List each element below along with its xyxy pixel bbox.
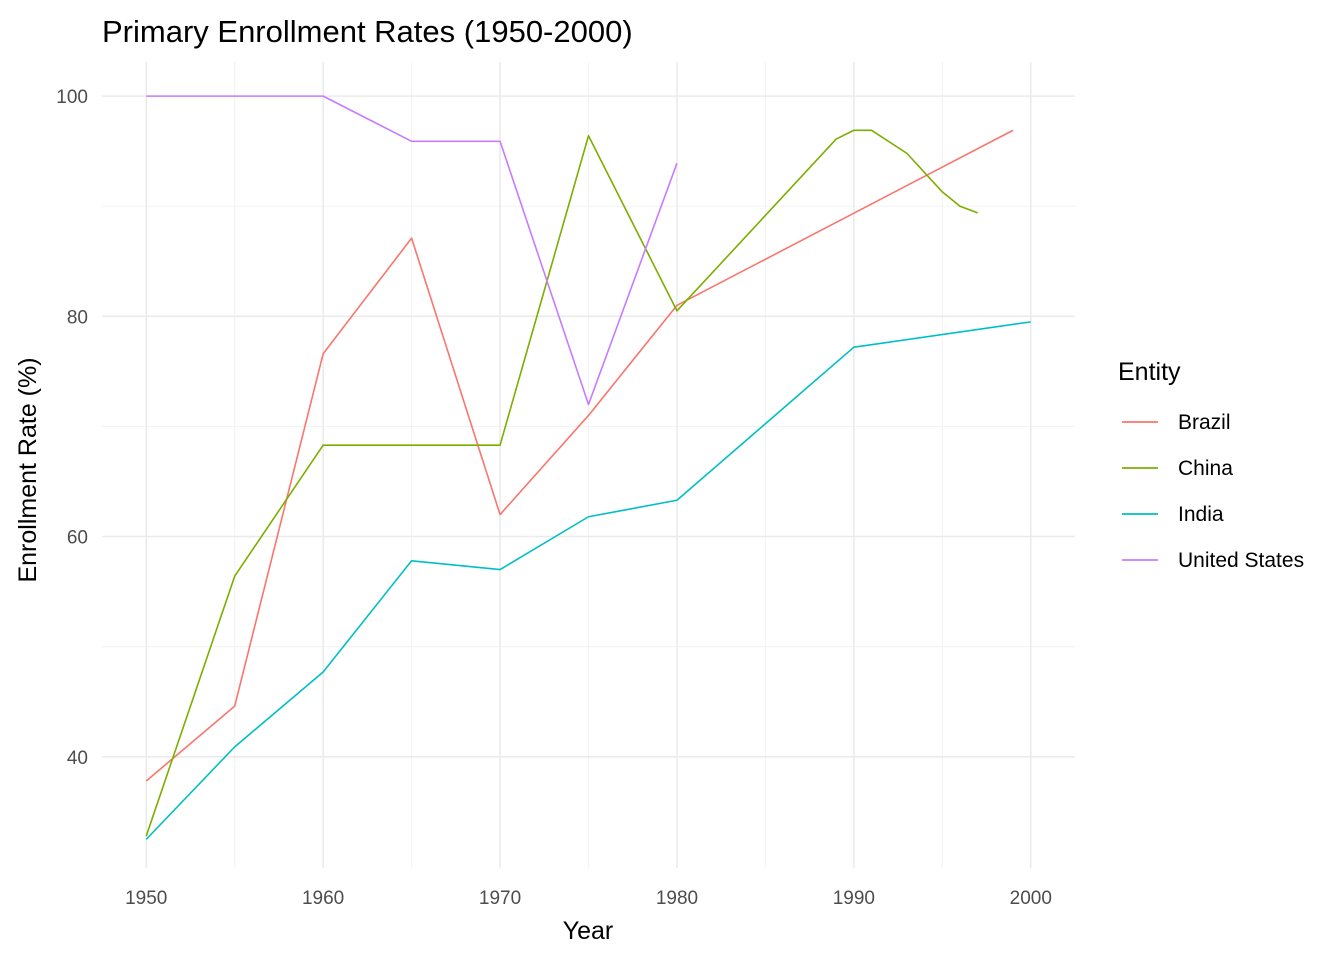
legend-label-china: China	[1178, 457, 1233, 480]
series-line-china	[145, 129, 978, 837]
legend-label-united-states: United States	[1178, 549, 1304, 572]
legend-label-india: India	[1178, 503, 1224, 526]
y-tick-label: 40	[67, 748, 88, 769]
series-line-india	[145, 321, 1031, 840]
series-line-united-states	[146, 95, 678, 406]
legend: Entity Brazil China India United States	[1118, 358, 1304, 572]
y-axis-tick-labels: 40 60 80 100	[56, 87, 88, 769]
series-lines	[145, 95, 1031, 840]
chart-title: Primary Enrollment Rates (1950-2000)	[102, 14, 633, 49]
y-tick-label: 60	[67, 528, 88, 549]
major-gridlines	[102, 62, 1075, 868]
y-axis-title: Enrollment Rate (%)	[14, 357, 42, 582]
y-tick-label: 80	[67, 307, 88, 328]
legend-title: Entity	[1118, 358, 1181, 386]
x-tick-label: 1980	[656, 888, 698, 909]
minor-gridlines	[102, 62, 1075, 868]
x-tick-label: 1960	[302, 888, 344, 909]
x-tick-label: 2000	[1010, 888, 1052, 909]
legend-label-brazil: Brazil	[1178, 411, 1231, 434]
y-tick-label: 100	[56, 87, 88, 108]
x-axis-title: Year	[563, 917, 614, 945]
x-tick-label: 1970	[479, 888, 521, 909]
x-axis-tick-labels: 1950 1960 1970 1980 1990 2000	[125, 888, 1052, 909]
series-line-brazil	[145, 129, 1014, 782]
x-tick-label: 1990	[833, 888, 875, 909]
legend-items: Brazil China India United States	[1122, 411, 1304, 572]
x-tick-label: 1950	[125, 888, 167, 909]
